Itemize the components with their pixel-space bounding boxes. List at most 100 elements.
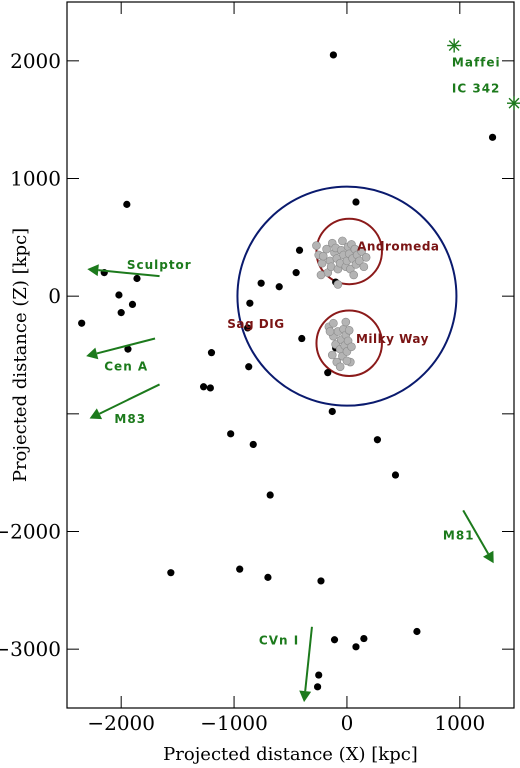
black-point — [207, 349, 216, 357]
galaxy-halo-circle — [315, 309, 383, 377]
black-point — [227, 430, 235, 438]
asterisk-stroke — [508, 97, 520, 109]
group-label: Cen A — [104, 359, 148, 373]
x-tick-label: −2000 — [87, 711, 155, 735]
axis-ticks: −2000 −1000 0 1000 2000 1000 0 −2000 −3000 — [0, 2, 514, 735]
arrow-head — [299, 690, 312, 703]
black-point — [124, 345, 132, 353]
black-point — [330, 636, 339, 644]
black-point — [324, 369, 332, 377]
grey-point — [344, 325, 354, 335]
black-point — [244, 324, 252, 332]
black-point — [264, 573, 272, 581]
group-arrows — [86, 38, 520, 703]
black-point — [352, 643, 360, 651]
black-point — [167, 569, 175, 577]
grey-point — [316, 270, 326, 280]
grey-point — [333, 280, 343, 289]
black-point — [298, 334, 306, 343]
black-point — [317, 577, 325, 585]
y-tick-label: 0 — [48, 284, 61, 308]
grey-point — [359, 262, 369, 272]
group-label: M81 — [443, 529, 475, 543]
asterisk-stroke — [448, 40, 460, 51]
grey-point — [327, 350, 337, 360]
x-tick-label: 1000 — [434, 711, 485, 735]
black-point — [257, 279, 265, 287]
black-point — [413, 627, 421, 636]
black-point — [292, 269, 300, 277]
black-point — [115, 291, 123, 299]
galaxy-label: Milky Way — [356, 332, 429, 346]
grey-point — [312, 241, 321, 250]
black-point — [123, 200, 131, 208]
grey-point — [322, 244, 331, 254]
group-label: IC 342 — [452, 82, 501, 96]
y-tick-label: 1000 — [10, 167, 61, 191]
black-point — [352, 198, 360, 206]
grey-point — [357, 247, 366, 256]
x-tick-label: −1000 — [200, 711, 268, 735]
grey-point — [361, 253, 371, 262]
black-point — [391, 471, 400, 479]
grey-point — [349, 270, 359, 280]
arrow-shaft — [96, 337, 156, 355]
black-point — [128, 300, 137, 309]
arrow-head — [87, 264, 99, 277]
group-label: CVn I — [259, 633, 299, 647]
y-tick-label: 2000 — [10, 49, 61, 73]
grey-point — [341, 317, 351, 327]
arrow-shaft — [99, 383, 160, 415]
black-points — [78, 51, 497, 691]
y-axis-label: Projected distance (Z) [kpc] — [10, 228, 31, 482]
grey-point — [325, 327, 335, 336]
grey-point — [329, 318, 338, 328]
grey-point — [318, 251, 328, 261]
black-point — [206, 384, 214, 392]
black-point — [373, 436, 382, 444]
galaxy-label: Sag DIG — [227, 317, 284, 331]
black-point — [315, 671, 323, 679]
y-tick-label: −3000 — [0, 637, 61, 661]
black-point — [249, 440, 257, 449]
grey-point — [335, 362, 345, 372]
group-label: M83 — [114, 412, 146, 426]
grey-point — [355, 256, 364, 266]
black-point — [313, 683, 322, 691]
black-point — [295, 246, 304, 254]
black-point — [329, 51, 337, 59]
grey-point — [347, 342, 356, 352]
black-point — [488, 133, 497, 141]
black-point — [199, 383, 208, 391]
y-tick-label: −2000 — [0, 520, 61, 544]
annotations: Sculptor Cen A M83 M81 CVn I Maffei IC 342 Andr… — [104, 56, 501, 648]
group-label: Maffei — [452, 56, 501, 70]
x-axis-label: Projected distance (X) [kpc] — [163, 744, 418, 765]
black-point — [246, 299, 254, 307]
arrow-head — [482, 550, 494, 564]
arrow-shaft — [462, 509, 490, 555]
black-point — [328, 407, 336, 416]
arrow-head — [89, 408, 103, 420]
local-group-circle — [236, 185, 458, 407]
black-point — [245, 363, 253, 371]
asterisk-marker — [507, 96, 520, 111]
arrow-head — [86, 347, 99, 360]
black-point — [266, 491, 274, 499]
group-label: Sculptor — [127, 258, 192, 272]
x-tick-label: 0 — [341, 711, 354, 735]
grey-point — [342, 356, 352, 366]
grey-points — [312, 236, 371, 372]
black-point — [360, 634, 368, 643]
grey-point — [317, 258, 327, 268]
plot-frame — [66, 1, 515, 709]
asterisk-marker — [447, 38, 462, 53]
black-point — [133, 274, 141, 283]
black-point — [236, 565, 244, 573]
reference-circles — [236, 185, 458, 407]
grey-point — [338, 236, 347, 246]
arrow-shaft — [98, 269, 160, 278]
arrow-shaft — [304, 626, 313, 692]
black-point — [117, 309, 125, 317]
